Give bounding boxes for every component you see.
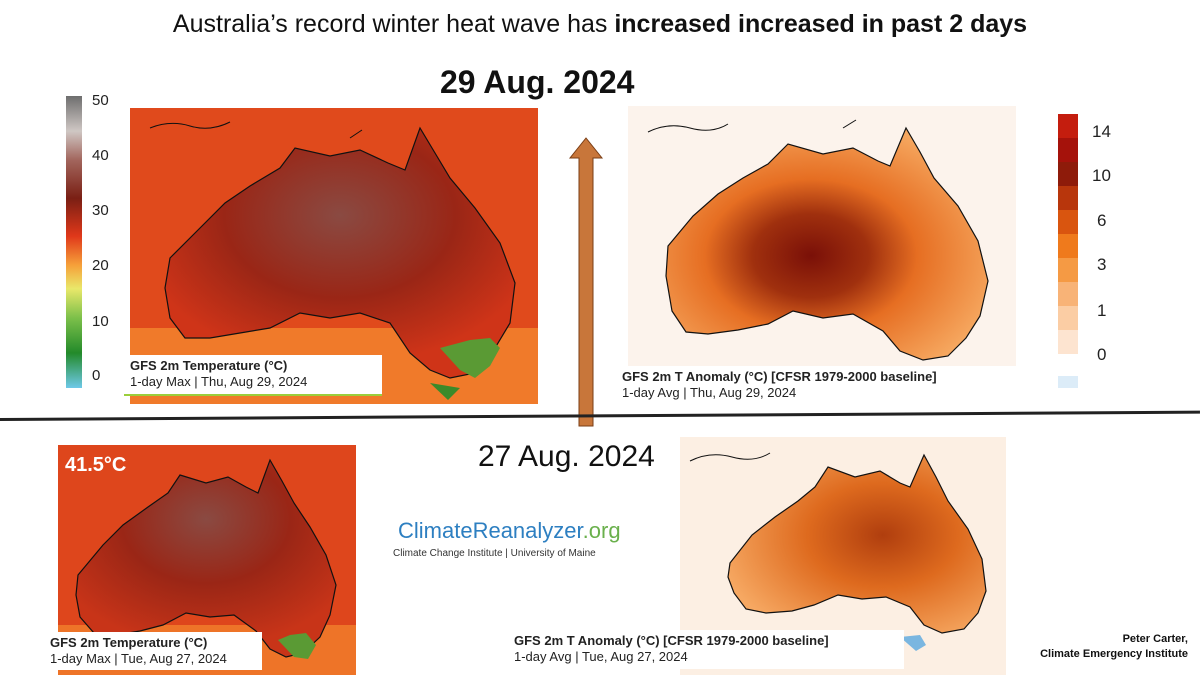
caption-subtitle: 1-day Max | Tue, Aug 27, 2024 xyxy=(50,651,227,667)
anomaly-map-aug29 xyxy=(628,106,1016,370)
temp-tick: 10 xyxy=(92,313,109,330)
logo-subtitle: Climate Change Institute | University of… xyxy=(393,548,596,559)
temp-tick: 20 xyxy=(92,257,109,274)
temperature-map-aug29 xyxy=(130,108,538,404)
anom-tick: 3 xyxy=(1097,255,1107,274)
anom-tick: 1 xyxy=(1097,301,1107,320)
logo-part-reanalyzer: Reanalyzer xyxy=(472,518,583,543)
caption-anom-aug29: GFS 2m T Anomaly (°C) [CFSR 1979-2000 ba… xyxy=(616,366,1028,405)
logo-part-climate: Climate xyxy=(398,518,473,543)
anom-tick: 14 xyxy=(1092,122,1111,141)
caption-anom-aug27: GFS 2m T Anomaly (°C) [CFSR 1979-2000 ba… xyxy=(508,630,904,669)
caption-temp-aug29: GFS 2m Temperature (°C) 1-day Max | Thu,… xyxy=(124,355,382,396)
caption-subtitle: 1-day Max | Thu, Aug 29, 2024 xyxy=(130,374,308,390)
anom-tick: 6 xyxy=(1097,211,1107,230)
author-credit: Peter Carter, Climate Emergency Institut… xyxy=(1040,632,1188,663)
headline-prefix: Australia’s record winter heat wave has xyxy=(172,10,615,38)
caption-title: GFS 2m Temperature (°C) xyxy=(50,635,208,650)
temp-tick: 0 xyxy=(92,367,101,384)
temp-tick: 40 xyxy=(92,147,109,164)
anom-tick: 0 xyxy=(1097,345,1107,364)
date-top: 29 Aug. 2024 xyxy=(440,64,635,100)
anom-tick: 10 xyxy=(1092,166,1111,185)
caption-title: GFS 2m T Anomaly (°C) [CFSR 1979-2000 ba… xyxy=(514,633,829,648)
temp-tick: 30 xyxy=(92,202,109,219)
anomaly-colorbar xyxy=(1058,114,1078,388)
caption-title: GFS 2m Temperature (°C) xyxy=(130,358,288,373)
climate-reanalyzer-logo: ClimateReanalyzer.org xyxy=(398,518,621,544)
anomaly-map-aug29-graphic xyxy=(628,106,1016,370)
caption-temp-aug27: GFS 2m Temperature (°C) 1-day Max | Tue,… xyxy=(44,632,262,670)
up-arrow-icon xyxy=(566,136,606,428)
temperature-colorbar xyxy=(66,96,82,388)
caption-title: GFS 2m T Anomaly (°C) [CFSR 1979-2000 ba… xyxy=(622,369,937,384)
date-bottom: 27 Aug. 2024 xyxy=(478,440,655,473)
logo-part-org: .org xyxy=(582,518,621,543)
max-temperature-label: 41.5°C xyxy=(65,454,127,476)
caption-subtitle: 1-day Avg | Thu, Aug 29, 2024 xyxy=(622,385,797,401)
author-name: Peter Carter, xyxy=(1122,633,1188,645)
caption-subtitle: 1-day Avg | Tue, Aug 27, 2024 xyxy=(514,649,688,665)
headline-emphasis: increased increased in past 2 days xyxy=(614,10,1028,38)
temp-tick: 50 xyxy=(92,92,109,109)
temperature-map-aug29-graphic xyxy=(130,108,538,404)
author-organization: Climate Emergency Institute xyxy=(1040,648,1188,661)
headline: Australia’s record winter heat wave has … xyxy=(0,10,1200,39)
